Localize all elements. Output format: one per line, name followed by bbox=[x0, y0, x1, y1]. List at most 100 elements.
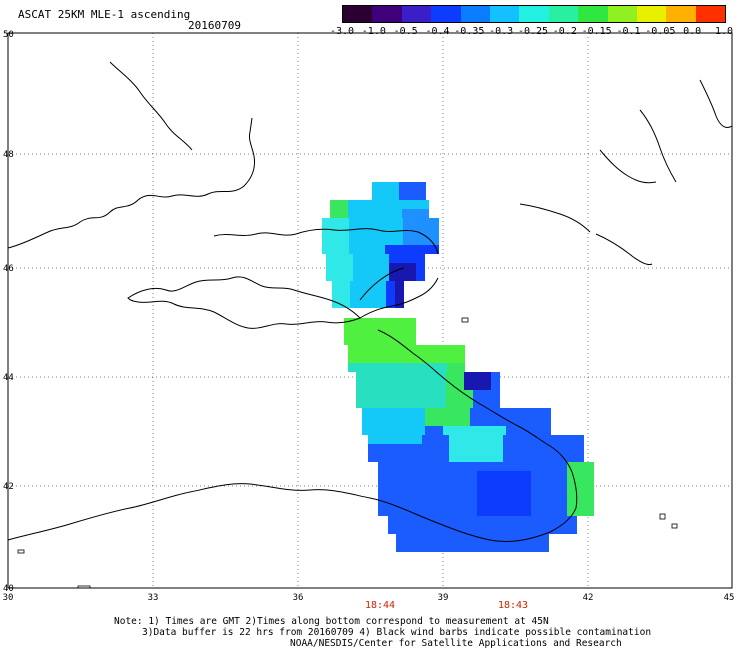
swath-cell bbox=[557, 444, 566, 453]
swath-cell bbox=[433, 516, 442, 525]
swath-cell bbox=[395, 435, 404, 444]
swath-cell bbox=[482, 390, 491, 399]
swath-cell bbox=[377, 435, 386, 444]
swath-cell bbox=[410, 381, 419, 390]
swath-cell bbox=[497, 408, 506, 417]
x-tick: 42 bbox=[583, 593, 594, 603]
swath-cell bbox=[456, 354, 465, 363]
swath-cell bbox=[459, 471, 468, 480]
swath-cell bbox=[385, 236, 394, 245]
swath-cell bbox=[416, 254, 425, 263]
swath-cell bbox=[404, 453, 413, 462]
swath-cell bbox=[404, 444, 413, 453]
swath-cell bbox=[491, 381, 500, 390]
swath-cell bbox=[401, 381, 410, 390]
wind-swath bbox=[322, 182, 594, 552]
swath-cell bbox=[549, 480, 558, 489]
swath-cell bbox=[476, 453, 485, 462]
swath-cell bbox=[357, 354, 366, 363]
swath-cell bbox=[394, 245, 403, 254]
swath-cell bbox=[341, 299, 350, 308]
swath-cell bbox=[411, 200, 420, 209]
swath-cell bbox=[531, 543, 540, 552]
swath-cell bbox=[468, 507, 477, 516]
swath-cell bbox=[357, 209, 366, 218]
swath-cell bbox=[335, 272, 344, 281]
swath-cell bbox=[390, 182, 399, 191]
swath-cell bbox=[477, 471, 486, 480]
swath-cell bbox=[412, 245, 421, 254]
swath-cell bbox=[420, 363, 429, 372]
swath-cell bbox=[377, 290, 386, 299]
swath-cell bbox=[514, 516, 523, 525]
swath-cell bbox=[575, 444, 584, 453]
swath-cell bbox=[350, 299, 359, 308]
swath-cell bbox=[330, 209, 339, 218]
swath-cell bbox=[407, 336, 416, 345]
swath-cell bbox=[415, 516, 424, 525]
swath-cell bbox=[451, 516, 460, 525]
swath-cell bbox=[335, 254, 344, 263]
swath-cell bbox=[437, 399, 446, 408]
swath-cell bbox=[392, 381, 401, 390]
swath-cell bbox=[331, 227, 340, 236]
swath-cell bbox=[441, 534, 450, 543]
swath-cell bbox=[548, 444, 557, 453]
swath-cell bbox=[340, 236, 349, 245]
swath-cell bbox=[503, 444, 512, 453]
swath-cell bbox=[494, 435, 503, 444]
swath-cell bbox=[362, 408, 371, 417]
swath-cell bbox=[365, 390, 374, 399]
swath-cell bbox=[495, 471, 504, 480]
x-tick: 36 bbox=[293, 593, 304, 603]
swath-cell bbox=[362, 327, 371, 336]
swath-cell bbox=[530, 444, 539, 453]
swath-cell bbox=[396, 480, 405, 489]
swath-cell bbox=[540, 534, 549, 543]
swath-cell bbox=[348, 345, 357, 354]
swath-cell bbox=[558, 471, 567, 480]
swath-cell bbox=[383, 372, 392, 381]
colorbar-segment bbox=[607, 6, 637, 22]
swath-cell bbox=[522, 507, 531, 516]
swath-cell bbox=[419, 372, 428, 381]
swath-cell bbox=[423, 534, 432, 543]
swath-cell bbox=[398, 272, 407, 281]
swath-cell bbox=[468, 534, 477, 543]
swath-cell bbox=[497, 417, 506, 426]
y-axis-labels: 50 48 46 44 42 40 bbox=[3, 30, 14, 594]
swath-cell bbox=[540, 543, 549, 552]
swath-cell bbox=[447, 345, 456, 354]
swath-cell bbox=[504, 462, 513, 471]
swath-cell bbox=[429, 345, 438, 354]
swath-cell bbox=[432, 471, 441, 480]
swath-cell bbox=[549, 462, 558, 471]
swath-cell bbox=[424, 525, 433, 534]
swath-cell bbox=[542, 408, 551, 417]
swath-cell bbox=[407, 417, 416, 426]
swath-cell bbox=[495, 480, 504, 489]
swath-cell bbox=[392, 372, 401, 381]
swath-cell bbox=[367, 218, 376, 227]
swath-cell bbox=[549, 498, 558, 507]
swath-cell bbox=[434, 408, 443, 417]
swath-cell bbox=[567, 462, 576, 471]
swath-cell bbox=[567, 507, 576, 516]
swath-cell bbox=[416, 426, 425, 435]
swath-cell bbox=[359, 281, 368, 290]
swath-cell bbox=[330, 200, 339, 209]
swath-cell bbox=[367, 236, 376, 245]
swath-cell bbox=[524, 426, 533, 435]
swath-cell bbox=[424, 516, 433, 525]
swath-cell bbox=[488, 417, 497, 426]
swath-cell bbox=[407, 254, 416, 263]
notes: Note: 1) Times are GMT 2)Times along bot… bbox=[114, 616, 651, 649]
swath-cell bbox=[411, 363, 420, 372]
colorbar-label: -0.05 bbox=[645, 26, 676, 37]
swath-cell bbox=[358, 236, 367, 245]
swath-cell bbox=[513, 498, 522, 507]
swath-cell bbox=[407, 272, 416, 281]
swath-cell bbox=[430, 227, 439, 236]
swath-cell bbox=[468, 480, 477, 489]
swath-cell bbox=[449, 444, 458, 453]
